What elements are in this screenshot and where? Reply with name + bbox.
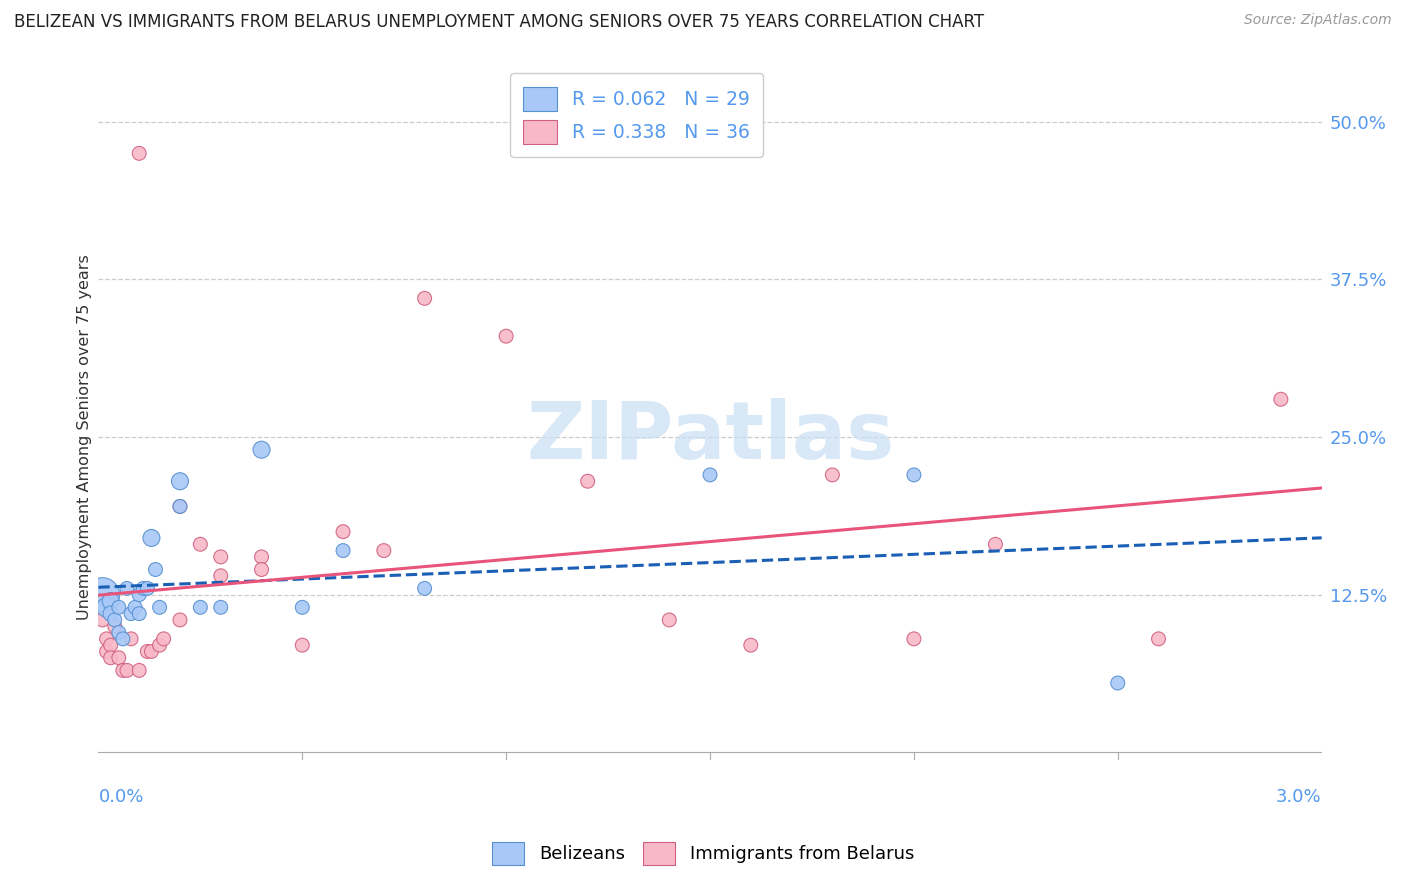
Point (128, 664, 150, 678)
Point (188, 537, 212, 551)
Point (1107, 676, 1129, 690)
Point (149, 600, 172, 615)
Point (115, 582, 138, 596)
Point (984, 537, 1007, 551)
Text: Unemployment Among Seniors over 75 years: Unemployment Among Seniors over 75 years (77, 254, 93, 620)
Point (111, 632, 134, 646)
Point (169, 500, 191, 514)
Point (100, 650, 122, 665)
Point (111, 664, 134, 678)
Point (1147, 632, 1170, 646)
Point (100, 607, 122, 621)
Point (96, 632, 118, 646)
Point (250, 549, 273, 564)
Legend: R = 0.062   N = 29, R = 0.338   N = 36: R = 0.062 N = 29, R = 0.338 N = 36 (510, 73, 763, 157)
Point (699, 467, 721, 482)
Point (413, 291, 436, 305)
Point (91, 613, 114, 627)
Text: BELIZEAN VS IMMIGRANTS FROM BELARUS UNEMPLOYMENT AMONG SENIORS OVER 75 YEARS COR: BELIZEAN VS IMMIGRANTS FROM BELARUS UNEM… (14, 13, 984, 31)
Point (91, 588, 114, 602)
Text: 3.0%: 3.0% (1277, 788, 1322, 805)
Point (128, 607, 150, 621)
Point (1270, 392, 1292, 407)
Point (104, 619, 127, 633)
Point (413, 582, 436, 596)
Point (115, 664, 138, 678)
Point (188, 600, 212, 615)
Text: ZIPatlas: ZIPatlas (526, 398, 894, 476)
Point (209, 600, 232, 615)
Point (108, 625, 131, 640)
Point (169, 613, 191, 627)
Point (903, 467, 925, 482)
Point (576, 474, 599, 488)
Point (209, 549, 232, 564)
Point (209, 569, 232, 583)
Point (332, 524, 354, 539)
Point (124, 600, 146, 615)
Legend: Belizeans, Immigrants from Belarus: Belizeans, Immigrants from Belarus (482, 833, 924, 874)
Point (495, 329, 517, 343)
Text: Source: ZipAtlas.com: Source: ZipAtlas.com (1244, 13, 1392, 28)
Point (128, 146, 150, 161)
Point (132, 582, 155, 596)
Point (250, 442, 273, 457)
Point (100, 638, 122, 652)
Point (903, 632, 925, 646)
Point (250, 562, 273, 576)
Point (108, 650, 131, 665)
Point (96, 644, 118, 658)
Point (291, 638, 314, 652)
Point (149, 638, 172, 652)
Point (120, 607, 142, 621)
Point (658, 613, 681, 627)
Point (291, 600, 314, 615)
Point (128, 588, 150, 602)
Point (96, 600, 118, 615)
Point (136, 582, 159, 596)
Point (136, 644, 159, 658)
Point (169, 500, 191, 514)
Point (740, 638, 762, 652)
Point (152, 632, 174, 646)
Point (100, 594, 122, 608)
Point (169, 474, 191, 488)
Point (104, 613, 127, 627)
Point (120, 632, 142, 646)
Point (332, 543, 354, 558)
Point (821, 467, 844, 482)
Point (108, 600, 131, 615)
Point (373, 543, 395, 558)
Point (141, 644, 163, 658)
Point (141, 531, 163, 545)
Point (145, 562, 167, 576)
Text: 0.0%: 0.0% (98, 788, 143, 805)
